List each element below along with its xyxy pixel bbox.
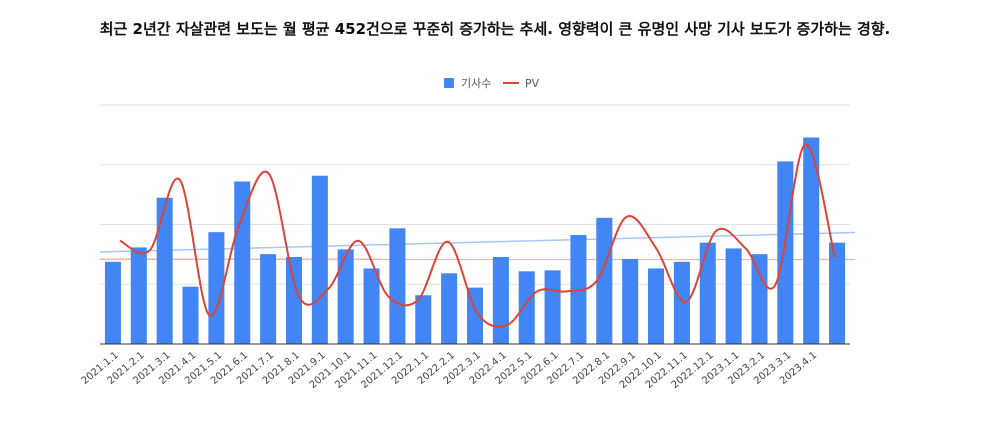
bar: [596, 217, 613, 344]
bar: [518, 271, 535, 344]
bar: [673, 261, 690, 344]
bar: [725, 248, 742, 344]
bar: [803, 137, 820, 344]
bar: [699, 242, 716, 344]
bar: [260, 254, 277, 344]
bar: [751, 254, 768, 344]
bar: [337, 249, 354, 344]
bar: [441, 273, 458, 344]
legend: 기사수 PV: [444, 77, 540, 90]
legend-swatch-articles: [444, 78, 454, 88]
pv-line: [119, 143, 836, 328]
bar: [829, 242, 846, 344]
bar: [622, 258, 639, 344]
bar: [777, 161, 794, 344]
bar: [234, 181, 251, 344]
legend-label-pv: PV: [525, 77, 540, 90]
bar: [492, 257, 509, 344]
x-tick-labels: 2021.1.12021.2.12021.3.12021.4.12021.5.1…: [80, 350, 819, 391]
bar: [130, 247, 147, 344]
bar: [544, 270, 561, 344]
bar: [363, 268, 380, 344]
legend-label-articles: 기사수: [461, 77, 491, 90]
bar-series: [104, 137, 846, 344]
bar: [104, 261, 121, 344]
trendline-articles: [99, 231, 856, 253]
bar: [648, 268, 665, 344]
chart-title: 최근 2년간 자살관련 보도는 월 평균 452건으로 꾸준히 증가하는 추세.…: [99, 20, 891, 38]
bar: [285, 257, 302, 344]
bar: [389, 228, 406, 344]
bar: [415, 295, 432, 344]
bar: [311, 175, 328, 344]
bar: [570, 235, 587, 344]
bar: [156, 197, 173, 344]
gridlines: [100, 104, 850, 285]
bar: [182, 286, 199, 344]
